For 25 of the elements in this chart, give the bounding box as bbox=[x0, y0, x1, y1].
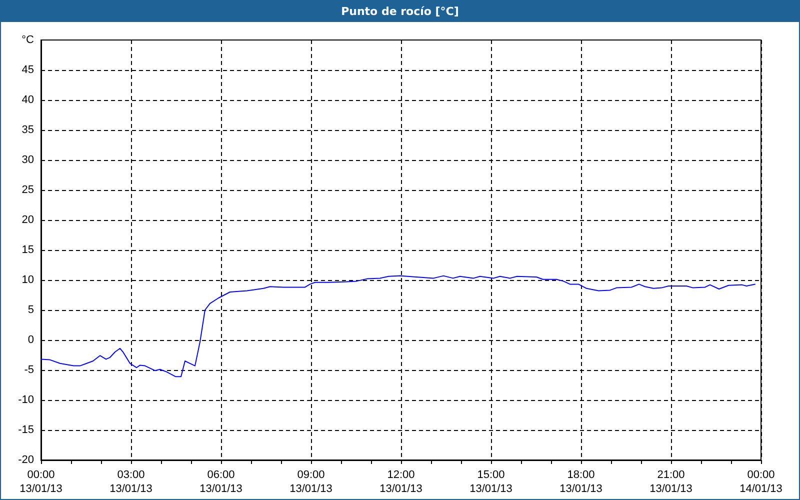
x-tick-label: 12:00 13/01/13 bbox=[380, 469, 422, 495]
y-tick-label: 20 bbox=[22, 214, 34, 226]
y-tick-label: 10 bbox=[22, 274, 34, 286]
x-tick-label: 15:00 13/01/13 bbox=[470, 469, 512, 495]
y-axis-title: °C bbox=[22, 34, 34, 46]
y-tick-label: -15 bbox=[18, 424, 34, 436]
x-tick-label: 21:00 13/01/13 bbox=[650, 469, 692, 495]
chart-title: Punto de rocío [°C] bbox=[1, 1, 799, 22]
x-tick-label: 00:00 14/01/13 bbox=[740, 469, 782, 495]
y-tick-label: 30 bbox=[22, 154, 34, 166]
x-tick-label: 00:00 13/01/13 bbox=[20, 469, 62, 495]
y-tick-label: -5 bbox=[24, 364, 34, 376]
y-tick-label: 25 bbox=[22, 184, 34, 196]
x-tick-label: 06:00 13/01/13 bbox=[200, 469, 242, 495]
y-tick-label: 40 bbox=[22, 94, 34, 106]
y-tick-label: -10 bbox=[18, 394, 34, 406]
x-tick-label: 09:00 13/01/13 bbox=[290, 469, 332, 495]
y-tick-label: 15 bbox=[22, 244, 34, 256]
y-tick-label: 45 bbox=[22, 64, 34, 76]
y-tick-label: 0 bbox=[28, 334, 34, 346]
x-tick-label: 18:00 13/01/13 bbox=[560, 469, 602, 495]
y-tick-label: -20 bbox=[18, 454, 34, 466]
y-tick-label: 35 bbox=[22, 124, 34, 136]
y-tick-label: 5 bbox=[28, 304, 34, 316]
x-tick-label: 03:00 13/01/13 bbox=[110, 469, 152, 495]
